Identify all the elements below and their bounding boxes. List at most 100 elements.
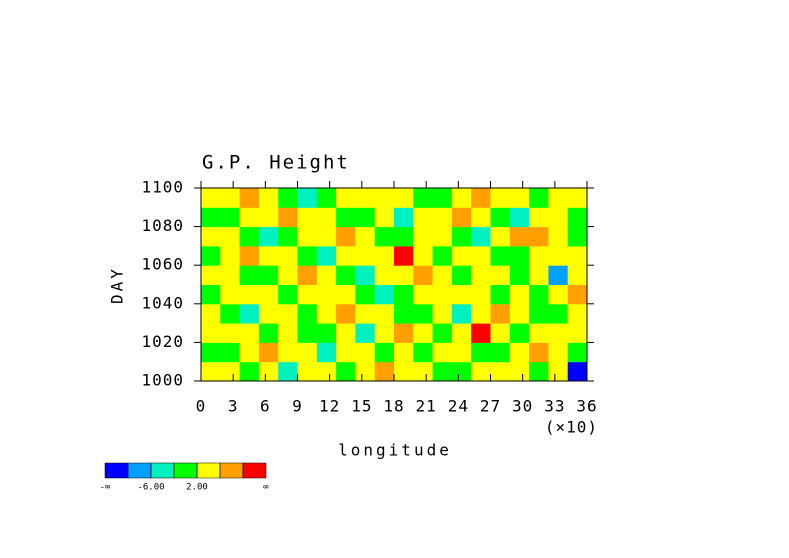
field-cell: [239, 226, 260, 247]
field-cell: [258, 342, 279, 363]
field-cell: [220, 323, 241, 343]
field-cell: [490, 188, 511, 208]
field-cell: [471, 303, 491, 324]
field-cell: [374, 207, 395, 228]
field-cell: [529, 188, 549, 208]
field-cell: [220, 265, 241, 285]
field-cell: [220, 207, 241, 228]
field-cell: [567, 342, 588, 363]
field-cell: [316, 207, 337, 228]
field-cell: [258, 284, 279, 305]
field-cell: [355, 323, 376, 343]
field-cell: [432, 265, 453, 285]
field-cell: [374, 361, 395, 382]
field-cell: [490, 226, 511, 247]
field-cell: [394, 284, 414, 305]
field-cell: [471, 226, 491, 247]
x-tick-label: 24: [448, 397, 469, 416]
field-cell: [278, 284, 298, 305]
field-cell: [355, 361, 376, 382]
field-cell: [239, 342, 260, 363]
field-cell: [471, 361, 491, 382]
field-cell: [316, 265, 337, 285]
field-cell: [220, 245, 241, 266]
field-cell: [548, 284, 569, 305]
field-cell: [336, 207, 356, 228]
field-cell: [432, 245, 453, 266]
field-cell: [336, 265, 356, 285]
colorbar-label: 2.00: [186, 483, 208, 493]
field-cell: [432, 323, 453, 343]
field-cell: [529, 323, 549, 343]
field-cell: [509, 284, 530, 305]
field-cell: [316, 303, 337, 324]
field-cell: [355, 226, 376, 247]
field-cell: [336, 188, 356, 208]
field-cell: [316, 226, 337, 247]
field-cell: [567, 361, 588, 382]
field-cell: [258, 323, 279, 343]
field-cell: [355, 207, 376, 228]
field-cell: [529, 207, 549, 228]
field-cell: [278, 226, 298, 247]
field-cell: [201, 342, 221, 363]
field-cell: [297, 207, 318, 228]
field-cell: [394, 265, 414, 285]
x-tick-label: 0: [196, 397, 207, 416]
field-cell: [316, 245, 337, 266]
field-cell: [490, 342, 511, 363]
field-cell: [451, 342, 472, 363]
field-cell: [297, 342, 318, 363]
field-cell: [201, 207, 221, 228]
x-tick-label: 27: [480, 397, 501, 416]
field-cell: [529, 303, 549, 324]
colorbar-box: [196, 462, 221, 479]
field-cell: [316, 188, 337, 208]
field-cell: [451, 284, 472, 305]
field-cell: [355, 265, 376, 285]
field-cell: [201, 303, 221, 324]
field-cell: [567, 226, 588, 247]
field-cell: [297, 303, 318, 324]
field-cell: [258, 303, 279, 324]
y-tick-label: 1020: [141, 332, 184, 351]
colorbar-box: [150, 462, 175, 479]
field-cell: [567, 284, 588, 305]
field-cell: [451, 361, 472, 382]
y-tick-label: 1040: [141, 293, 184, 312]
field-cell: [471, 342, 491, 363]
field-cell: [451, 323, 472, 343]
field-cell: [509, 361, 530, 382]
colorbar-label: ∞: [263, 483, 269, 493]
colorbar-box: [104, 462, 129, 479]
field-cell: [509, 265, 530, 285]
field-cell: [471, 245, 491, 266]
field-cell: [548, 361, 569, 382]
field-cell: [509, 226, 530, 247]
colorbar-box: [173, 462, 198, 479]
field-cell: [316, 361, 337, 382]
field-cell: [316, 342, 337, 363]
field-cell: [413, 207, 434, 228]
field-cell: [394, 188, 414, 208]
field-cell: [297, 323, 318, 343]
field-cell: [239, 188, 260, 208]
field-cell: [432, 188, 453, 208]
field-cell: [201, 361, 221, 382]
field-cell: [201, 188, 221, 208]
field-cell: [413, 323, 434, 343]
field-cell: [432, 207, 453, 228]
field-cell: [548, 226, 569, 247]
field-cell: [490, 284, 511, 305]
field-cell: [336, 226, 356, 247]
field-cell: [239, 323, 260, 343]
field-cell: [239, 361, 260, 382]
field-cell: [239, 303, 260, 324]
field-cell: [394, 207, 414, 228]
x-tick-label: 9: [292, 397, 303, 416]
field-cell: [567, 207, 588, 228]
field-cell: [548, 323, 569, 343]
y-tick-label: 1060: [141, 255, 184, 274]
colorbar-box: [242, 462, 267, 479]
